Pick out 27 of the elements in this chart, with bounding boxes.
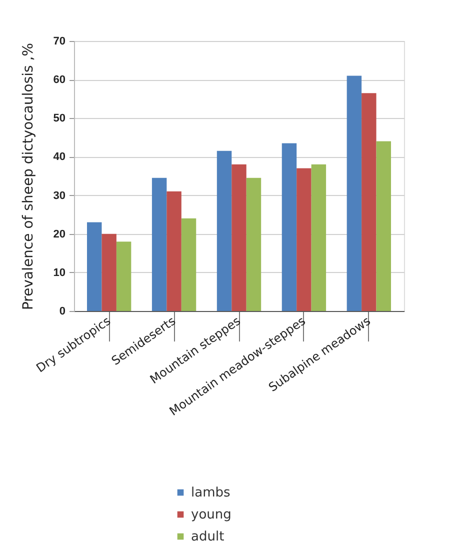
bar [376,141,392,311]
bar [282,143,297,311]
y-tick-label: 50 [53,112,66,125]
bar [152,178,167,311]
legend-label: adult [191,530,224,544]
y-tick-label: 30 [53,190,66,202]
y-tick-label: 70 [53,36,66,48]
bar [311,164,326,311]
bar [216,150,232,311]
y-tick-label: 20 [53,228,66,240]
y-tick-label: 0 [59,306,66,318]
y-tick-label: 60 [53,74,66,86]
legend-label: lambs [191,486,230,500]
bar [346,76,362,311]
bar [362,93,376,311]
y-tick-label: 40 [53,151,66,164]
legend-label: young [191,508,232,522]
y-axis-title: Prevalence of sheep dictyocaulosis ,% [20,42,36,310]
bar [296,168,312,311]
bar [102,234,116,311]
y-tick-label: 10 [53,266,66,279]
bar [181,218,196,311]
bar [232,164,246,311]
bar [166,191,182,311]
bar [246,178,262,311]
bar [116,242,132,311]
bar [86,222,102,311]
